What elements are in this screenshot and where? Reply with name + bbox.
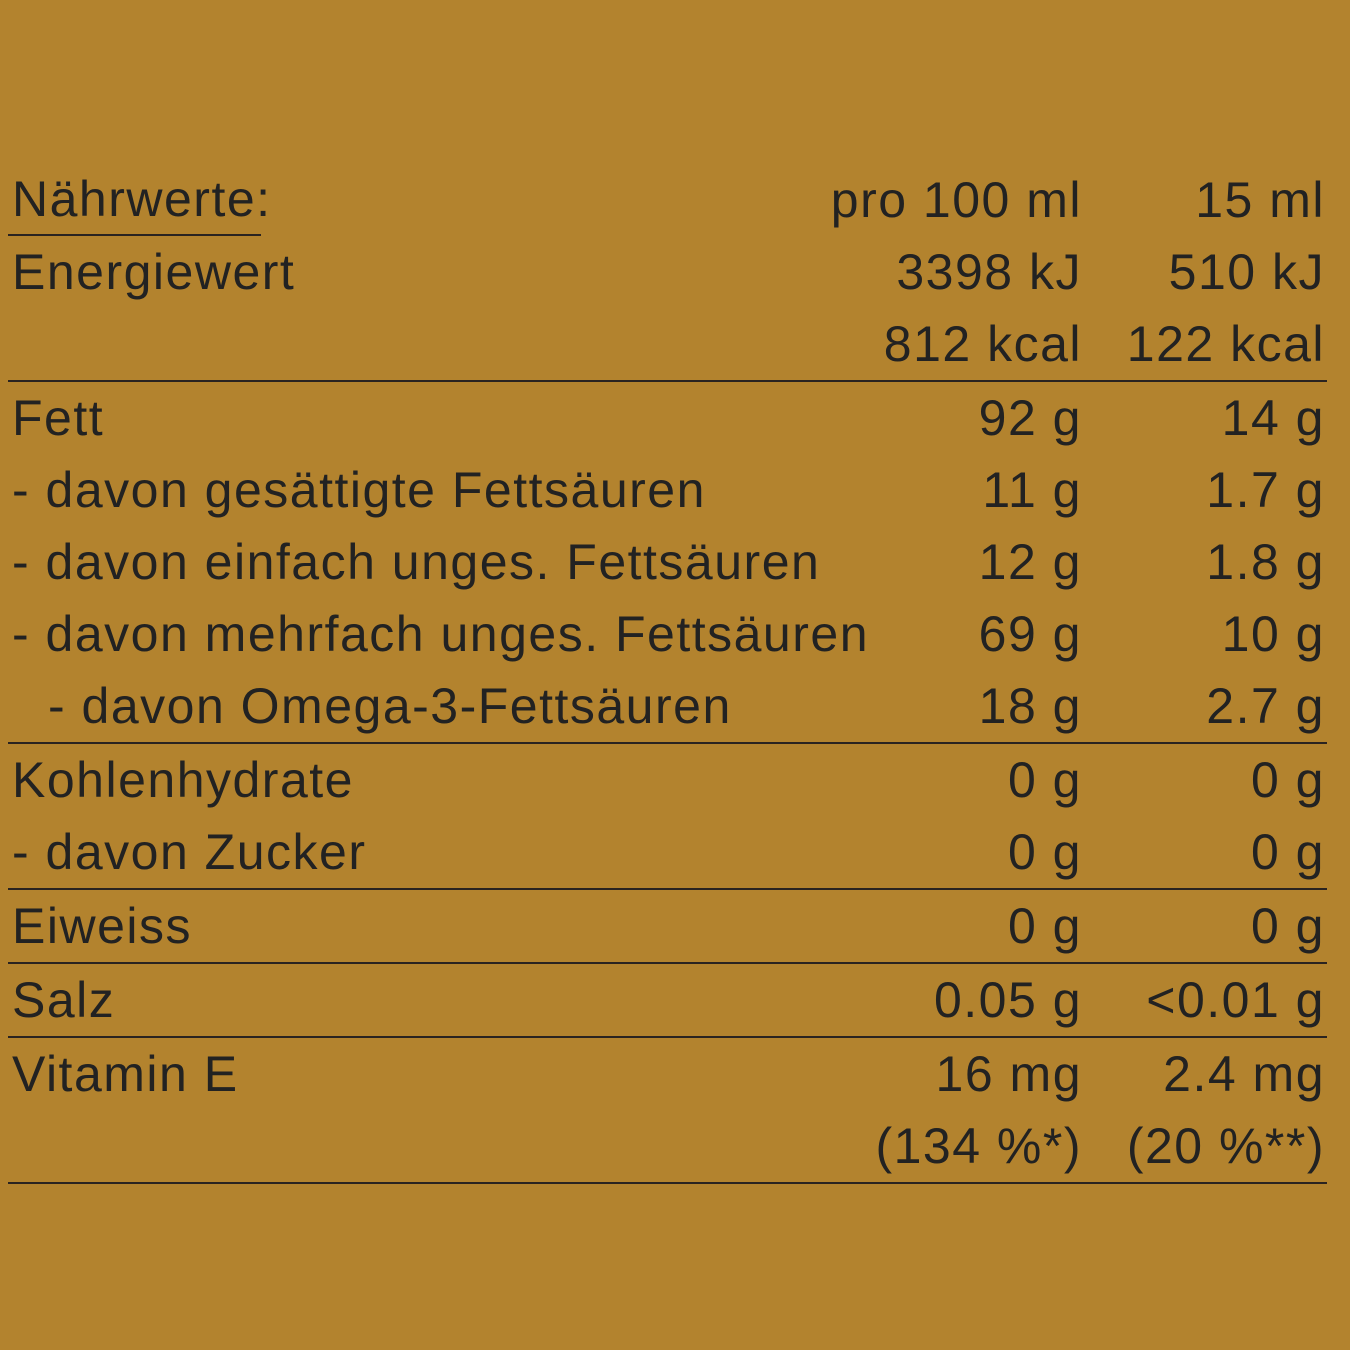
table-row: Eiweiss 0 g 0 g xyxy=(8,890,1327,964)
row-col2: 14 g xyxy=(1221,390,1325,446)
header-col2: 15 ml xyxy=(1195,172,1325,228)
row-col2: 2.7 g xyxy=(1206,678,1325,734)
table-row: Salz 0.05 g <0.01 g xyxy=(8,964,1327,1038)
row-col1: 16 mg xyxy=(935,1046,1082,1102)
row-col1: 11 g xyxy=(982,462,1082,518)
table-row: - davon Zucker 0 g 0 g xyxy=(8,816,1327,890)
row-col1: 12 g xyxy=(978,534,1082,590)
row-col2: 1.7 g xyxy=(1206,462,1325,518)
row-col2: 510 kJ xyxy=(1168,244,1325,300)
row-col2: 0 g xyxy=(1250,824,1325,880)
table-row: Kohlenhydrate 0 g 0 g xyxy=(8,744,1327,816)
row-label: - davon mehrfach unges. Fettsäuren xyxy=(12,606,870,662)
table-row: - davon Omega-3-Fettsäuren 18 g 2.7 g xyxy=(8,670,1327,744)
table-row: Fett 92 g 14 g xyxy=(8,382,1327,454)
row-label: Salz xyxy=(12,972,116,1028)
row-label: - davon Omega-3-Fettsäuren xyxy=(48,678,732,734)
row-col1: 812 kcal xyxy=(883,316,1082,372)
row-label: - davon gesättigte Fettsäuren xyxy=(12,462,706,518)
table-row: - davon gesättigte Fettsäuren 11 g 1.7 g xyxy=(8,454,1327,526)
nutrition-table: Nährwerte: pro 100 ml 15 ml Energiewert … xyxy=(8,164,1327,1184)
row-label: Vitamin E xyxy=(12,1046,239,1102)
row-col1: 0 g xyxy=(1007,824,1082,880)
row-col2: 0 g xyxy=(1250,898,1325,954)
row-col1: 0.05 g xyxy=(933,972,1082,1028)
table-row: Vitamin E 16 mg 2.4 mg xyxy=(8,1038,1327,1110)
row-col2: <0.01 g xyxy=(1146,972,1325,1028)
header-col1: pro 100 ml xyxy=(830,172,1082,228)
row-label: Kohlenhydrate xyxy=(12,752,354,808)
row-col1: 18 g xyxy=(978,678,1082,734)
row-col1: (134 %*) xyxy=(875,1118,1082,1174)
row-label: - davon einfach unges. Fettsäuren xyxy=(12,534,821,590)
row-label: - davon Zucker xyxy=(12,824,367,880)
row-col2: (20 %**) xyxy=(1126,1118,1325,1174)
header-label: Nährwerte: xyxy=(8,164,270,236)
row-label: Energiewert xyxy=(12,244,296,300)
header-row: Nährwerte: pro 100 ml 15 ml xyxy=(8,164,1327,236)
row-col1: 69 g xyxy=(978,606,1082,662)
row-col1: 0 g xyxy=(1007,898,1082,954)
table-row: Energiewert 3398 kJ 510 kJ xyxy=(8,236,1327,308)
row-col1: 92 g xyxy=(978,390,1082,446)
row-col1: 0 g xyxy=(1007,752,1082,808)
row-label: Fett xyxy=(12,390,105,446)
table-row: (134 %*) (20 %**) xyxy=(8,1110,1327,1184)
row-col2: 1.8 g xyxy=(1206,534,1325,590)
table-row: - davon mehrfach unges. Fettsäuren 69 g … xyxy=(8,598,1327,670)
row-col2: 122 kcal xyxy=(1126,316,1325,372)
row-col1: 3398 kJ xyxy=(896,244,1082,300)
row-label: Eiweiss xyxy=(12,898,192,954)
table-row: - davon einfach unges. Fettsäuren 12 g 1… xyxy=(8,526,1327,598)
row-col2: 0 g xyxy=(1250,752,1325,808)
row-col2: 2.4 mg xyxy=(1163,1046,1325,1102)
table-row: 812 kcal 122 kcal xyxy=(8,308,1327,382)
row-col2: 10 g xyxy=(1221,606,1325,662)
